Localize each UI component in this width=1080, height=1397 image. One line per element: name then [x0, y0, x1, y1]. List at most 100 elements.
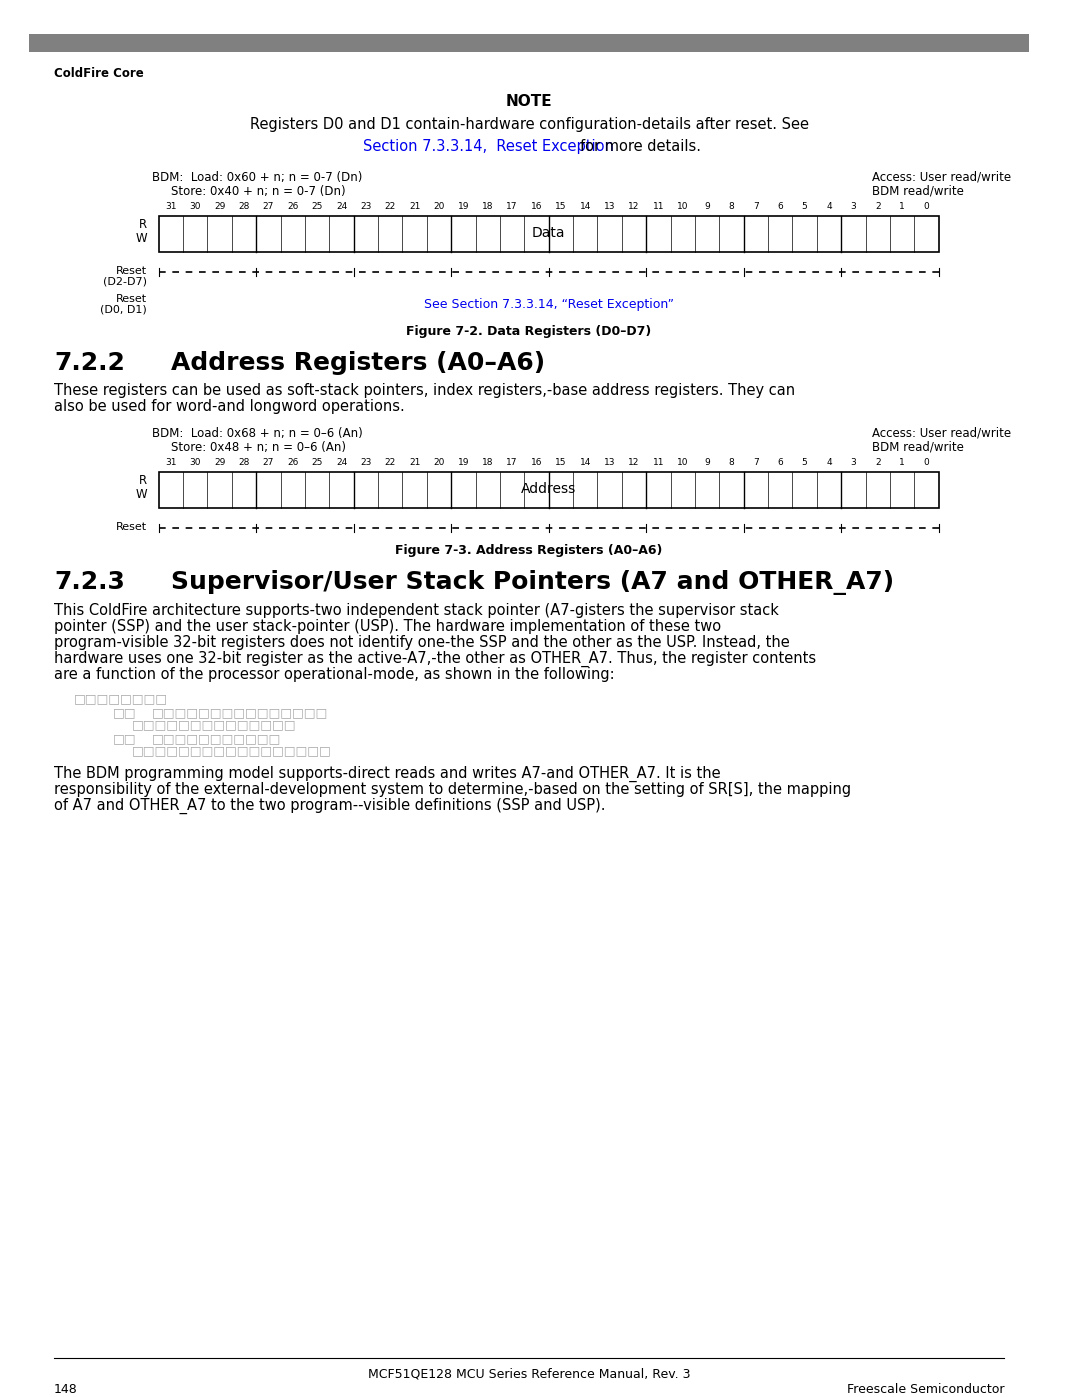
- Text: 25: 25: [311, 203, 323, 211]
- Text: 10: 10: [677, 203, 689, 211]
- Text: 7.2.3: 7.2.3: [54, 570, 125, 594]
- Text: 26: 26: [287, 458, 298, 468]
- Text: 16: 16: [530, 458, 542, 468]
- Text: Reset: Reset: [116, 522, 147, 532]
- Text: NOTE: NOTE: [505, 94, 553, 109]
- Text: BDM read/write: BDM read/write: [872, 440, 964, 454]
- Text: 30: 30: [190, 458, 201, 468]
- Text: 31: 31: [165, 203, 177, 211]
- Text: are a function of the processor operational­mode, as shown in the following:: are a function of the processor operatio…: [54, 666, 615, 682]
- Bar: [29, 34, 1029, 52]
- Text: 25: 25: [311, 458, 323, 468]
- Text: also be used for word­and longword operations.: also be used for word­and longword opera…: [54, 400, 405, 414]
- Text: 5: 5: [801, 203, 808, 211]
- Text: ColdFire Core: ColdFire Core: [54, 67, 144, 81]
- Text: The BDM programming model supports­direct reads and writes A7­and OTHER_A7. It i: The BDM programming model supports­direc…: [54, 766, 720, 782]
- Text: 3: 3: [851, 458, 856, 468]
- Text: Store: 0x40 + n; n = 0-7 (Dn): Store: 0x40 + n; n = 0-7 (Dn): [172, 184, 346, 197]
- Text: Supervisor/User Stack Pointers (A7 and OTHER_A7): Supervisor/User Stack Pointers (A7 and O…: [172, 570, 894, 595]
- Text: Figure 7-2. Data Registers (D0–D7): Figure 7-2. Data Registers (D0–D7): [406, 326, 651, 338]
- Text: 28: 28: [239, 458, 249, 468]
- Text: □□: □□: [112, 707, 136, 719]
- Text: 27: 27: [262, 458, 274, 468]
- Text: Figure 7-3. Address Registers (A0–A6): Figure 7-3. Address Registers (A0–A6): [395, 543, 663, 557]
- Text: Access: User read/write: Access: User read/write: [872, 426, 1011, 440]
- Text: 30: 30: [190, 203, 201, 211]
- Text: 20: 20: [433, 203, 445, 211]
- Text: 26: 26: [287, 203, 298, 211]
- Text: 0: 0: [923, 458, 930, 468]
- Text: 3: 3: [851, 203, 856, 211]
- Text: MCF51QE128 MCU Series Reference Manual, Rev. 3: MCF51QE128 MCU Series Reference Manual, …: [368, 1368, 690, 1380]
- Text: of A7 and OTHER_A7 to the two program­-visible definitions (SSP and USP).: of A7 and OTHER_A7 to the two program­-v…: [54, 798, 606, 814]
- Text: 13: 13: [604, 458, 616, 468]
- Text: Store: 0x48 + n; n = 0–6 (An): Store: 0x48 + n; n = 0–6 (An): [172, 440, 347, 454]
- Text: Reset: Reset: [116, 293, 147, 303]
- Text: 4: 4: [826, 458, 832, 468]
- Text: Address: Address: [521, 482, 577, 496]
- Text: □□□□□□□□□□□□□□: □□□□□□□□□□□□□□: [132, 718, 297, 732]
- Bar: [159, 472, 939, 509]
- Text: 5: 5: [801, 458, 808, 468]
- Text: 21: 21: [409, 203, 420, 211]
- Text: (D0, D1): (D0, D1): [100, 305, 147, 314]
- Text: 27: 27: [262, 203, 274, 211]
- Text: 9: 9: [704, 458, 710, 468]
- Text: 19: 19: [458, 203, 469, 211]
- Text: 22: 22: [384, 203, 396, 211]
- Text: 2: 2: [875, 203, 880, 211]
- Text: 17: 17: [507, 458, 518, 468]
- Text: Reset: Reset: [116, 265, 147, 277]
- Text: 29: 29: [214, 458, 226, 468]
- Text: responsibility of the external­development system to determine,­based on the set: responsibility of the external­developme…: [54, 782, 851, 796]
- Text: 7.2.2: 7.2.2: [54, 351, 125, 376]
- Text: 17: 17: [507, 203, 518, 211]
- Text: 6: 6: [778, 203, 783, 211]
- Text: hardware uses one 32-bit register as the active­A7,­the other as OTHER_A7. Thus,: hardware uses one 32-bit register as the…: [54, 651, 816, 668]
- Text: 21: 21: [409, 458, 420, 468]
- Text: pointer (SSP) and the user stack­pointer (USP). The hardware implementation of t: pointer (SSP) and the user stack­pointer…: [54, 619, 721, 634]
- Text: 31: 31: [165, 458, 177, 468]
- Text: 10: 10: [677, 458, 689, 468]
- Text: 6: 6: [778, 458, 783, 468]
- Text: 18: 18: [482, 458, 494, 468]
- Text: 1: 1: [900, 458, 905, 468]
- Text: Access: User read/write: Access: User read/write: [872, 170, 1011, 183]
- Text: 24: 24: [336, 203, 347, 211]
- Text: 4: 4: [826, 203, 832, 211]
- Text: 20: 20: [433, 458, 445, 468]
- Text: 14: 14: [580, 203, 591, 211]
- Text: W: W: [135, 488, 147, 502]
- Text: 23: 23: [361, 458, 372, 468]
- Text: 9: 9: [704, 203, 710, 211]
- Text: program-visible 32-bit registers does not identify one­the SSP and the other as : program-visible 32-bit registers does no…: [54, 636, 789, 650]
- Text: 8: 8: [729, 458, 734, 468]
- Text: 7: 7: [753, 203, 759, 211]
- Bar: [159, 217, 939, 251]
- Text: 29: 29: [214, 203, 226, 211]
- Text: 13: 13: [604, 203, 616, 211]
- Text: 12: 12: [629, 203, 639, 211]
- Text: Section 7.3.3.14,  Reset Exception: Section 7.3.3.14, Reset Exception: [363, 138, 613, 154]
- Text: R: R: [139, 218, 147, 232]
- Text: Freescale Semiconductor: Freescale Semiconductor: [847, 1383, 1004, 1397]
- Text: R: R: [139, 475, 147, 488]
- Text: □□□□□□□□□□□□□□□□□: □□□□□□□□□□□□□□□□□: [132, 745, 332, 757]
- Text: 23: 23: [361, 203, 372, 211]
- Text: (D2-D7): (D2-D7): [103, 277, 147, 286]
- Text: 11: 11: [652, 203, 664, 211]
- Text: 1: 1: [900, 203, 905, 211]
- Text: □□□□□□□□□□□: □□□□□□□□□□□: [152, 732, 281, 746]
- Text: 14: 14: [580, 458, 591, 468]
- Text: 11: 11: [652, 458, 664, 468]
- Text: □□□□□□□□: □□□□□□□□: [73, 693, 167, 705]
- Text: BDM:  Load: 0x68 + n; n = 0–6 (An): BDM: Load: 0x68 + n; n = 0–6 (An): [152, 426, 363, 440]
- Text: 24: 24: [336, 458, 347, 468]
- Text: 2: 2: [875, 458, 880, 468]
- Text: See Section 7.3.3.14, “Reset Exception”: See Section 7.3.3.14, “Reset Exception”: [423, 298, 674, 310]
- Text: for more details.: for more details.: [580, 138, 701, 154]
- Text: 8: 8: [729, 203, 734, 211]
- Text: 148: 148: [54, 1383, 78, 1397]
- Text: □□: □□: [112, 732, 136, 746]
- Text: 0: 0: [923, 203, 930, 211]
